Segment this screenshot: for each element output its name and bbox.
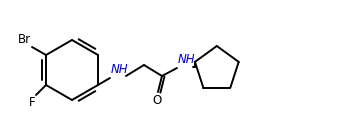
Text: F: F	[28, 96, 35, 109]
Text: O: O	[152, 94, 162, 107]
Text: Br: Br	[18, 33, 31, 46]
Text: NH: NH	[178, 53, 196, 66]
Text: NH: NH	[111, 63, 129, 76]
